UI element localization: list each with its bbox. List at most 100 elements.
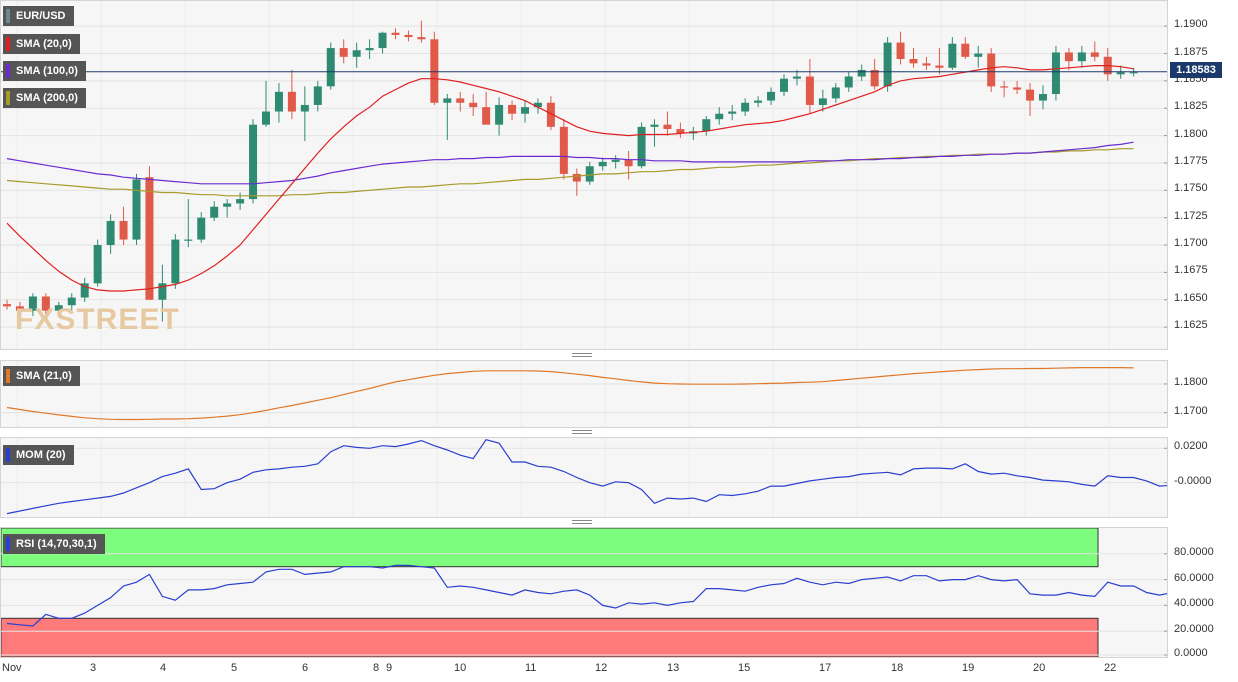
candle-down (404, 34, 413, 38)
candle-up (1129, 72, 1138, 74)
candle-down (3, 304, 11, 307)
candle-down (922, 63, 931, 66)
candle-down (935, 65, 944, 68)
sma21-axis-tick-label: 1.1700 (1174, 404, 1208, 417)
candle-up (28, 296, 37, 311)
candle-down (624, 159, 633, 167)
time-axis-label: 8 (373, 662, 380, 674)
rsi-oversold-zone (1, 617, 1099, 657)
candle-down (15, 306, 24, 311)
momentum-text: MOM (20) (16, 449, 66, 461)
candle-up (780, 78, 788, 92)
sma100-label[interactable]: SMA (100,0) (3, 61, 86, 81)
candle-up (650, 124, 659, 127)
rsi-axis-tick-label: 40.0000 (1174, 597, 1214, 610)
panel-resize-handle[interactable] (572, 353, 592, 357)
sma200-label[interactable]: SMA (200,0) (3, 88, 86, 108)
candle-down (559, 126, 568, 174)
watermark-part-a: FX (15, 303, 56, 336)
candle-up (1039, 94, 1047, 101)
sma21-chart-svg[interactable] (1, 361, 1167, 427)
momentum-chart-svg[interactable] (1, 438, 1167, 517)
time-axis-label: 15 (738, 662, 751, 674)
candle-up (637, 126, 646, 167)
candle-up (857, 69, 866, 77)
candle-up (715, 113, 724, 120)
candle-up (54, 305, 63, 311)
rsi-axis-tick-label: 80.0000 (1174, 545, 1214, 558)
rsi-text: RSI (14,70,30,1) (16, 538, 97, 550)
time-axis-label: 11 (525, 662, 537, 674)
candle-down (676, 129, 685, 134)
candle-up (767, 91, 776, 101)
price-chart-svg[interactable] (1, 1, 1167, 349)
candle-up (313, 86, 322, 105)
candle-up (443, 98, 452, 103)
symbol-label[interactable]: EUR/USD (3, 6, 74, 26)
candle-down (805, 76, 814, 105)
price-axis: 1.1900 1.1875 1.1850 1.1825 1.1800 1.1775 1.17… (1168, 0, 1238, 350)
price-axis-tick-label: 1.1825 (1174, 100, 1208, 113)
sma21-panel[interactable]: SMA (21,0) (0, 360, 1168, 428)
candle-down (417, 37, 426, 40)
sma100-text: SMA (100,0) (16, 65, 78, 77)
time-axis-label: 5 (231, 662, 238, 674)
symbol-text: EUR/USD (16, 10, 66, 22)
candle-up (702, 119, 711, 132)
sma21-label[interactable]: SMA (21,0) (3, 366, 80, 386)
candle-down (987, 53, 996, 87)
candle-up (844, 76, 853, 88)
candle-down (1090, 52, 1099, 57)
rsi-swatch (6, 537, 10, 551)
candle-up (948, 43, 957, 68)
time-axis-label: 20 (1033, 662, 1046, 674)
rsi-overbought-zone (1, 528, 1099, 568)
momentum-label[interactable]: MOM (20) (3, 445, 74, 465)
rsi-panel[interactable]: RSI (14,70,30,1) (0, 527, 1168, 658)
candle-down (287, 91, 296, 112)
sma20-label[interactable]: SMA (20,0) (3, 34, 80, 54)
candle-up (106, 220, 115, 246)
panel-resize-handle[interactable] (572, 430, 592, 434)
candle-up (728, 111, 737, 114)
candle-up (262, 111, 270, 125)
price-axis-tick-label: 1.1675 (1174, 264, 1208, 277)
price-axis-tick-label: 1.1875 (1174, 45, 1208, 58)
rsi-axis-tick-label: 20.0000 (1174, 623, 1214, 636)
candle-up (1051, 52, 1060, 95)
momentum-panel[interactable]: MOM (20) (0, 437, 1168, 518)
rsi-label[interactable]: RSI (14,70,30,1) (3, 534, 105, 554)
sma20-text: SMA (20,0) (16, 38, 72, 50)
rsi-chart-svg[interactable] (1, 528, 1167, 657)
sma200-text: SMA (200,0) (16, 92, 78, 104)
sma20-swatch (6, 37, 10, 51)
candle-up (352, 50, 361, 57)
candle-down (572, 173, 581, 182)
candle-up (883, 42, 892, 87)
candle-up (249, 124, 258, 200)
candle-up (365, 48, 374, 51)
watermark-part-b: STREET (55, 303, 180, 336)
candle-up (1077, 52, 1086, 62)
candle-up (158, 283, 167, 300)
candle-down (909, 59, 918, 64)
panel-resize-handle[interactable] (572, 520, 592, 524)
candle-up (197, 217, 206, 240)
candle-up (495, 104, 504, 125)
candle-down (145, 177, 154, 300)
candle-down (546, 102, 555, 127)
sma21-text: SMA (21,0) (16, 370, 72, 382)
momentum-line (6, 439, 1167, 515)
price-panel[interactable]: FXSTREET EUR/USD SMA (20,0) SMA (100,0) … (0, 0, 1168, 350)
rsi-axis: 80.0000 60.0000 40.0000 20.0000 0.0000 (1168, 527, 1238, 659)
price-axis-tick-label: 1.1725 (1174, 209, 1208, 222)
candle-down (1064, 52, 1073, 62)
candle-up (326, 48, 335, 87)
candle-up (93, 245, 102, 284)
time-axis-label: 22 (1104, 662, 1117, 674)
candle-down (870, 69, 879, 87)
time-axis-label: 13 (667, 662, 680, 674)
candle-up (378, 32, 387, 49)
price-axis-tick-label: 1.1775 (1174, 154, 1208, 167)
watermark-logo: FXSTREET (15, 303, 180, 337)
